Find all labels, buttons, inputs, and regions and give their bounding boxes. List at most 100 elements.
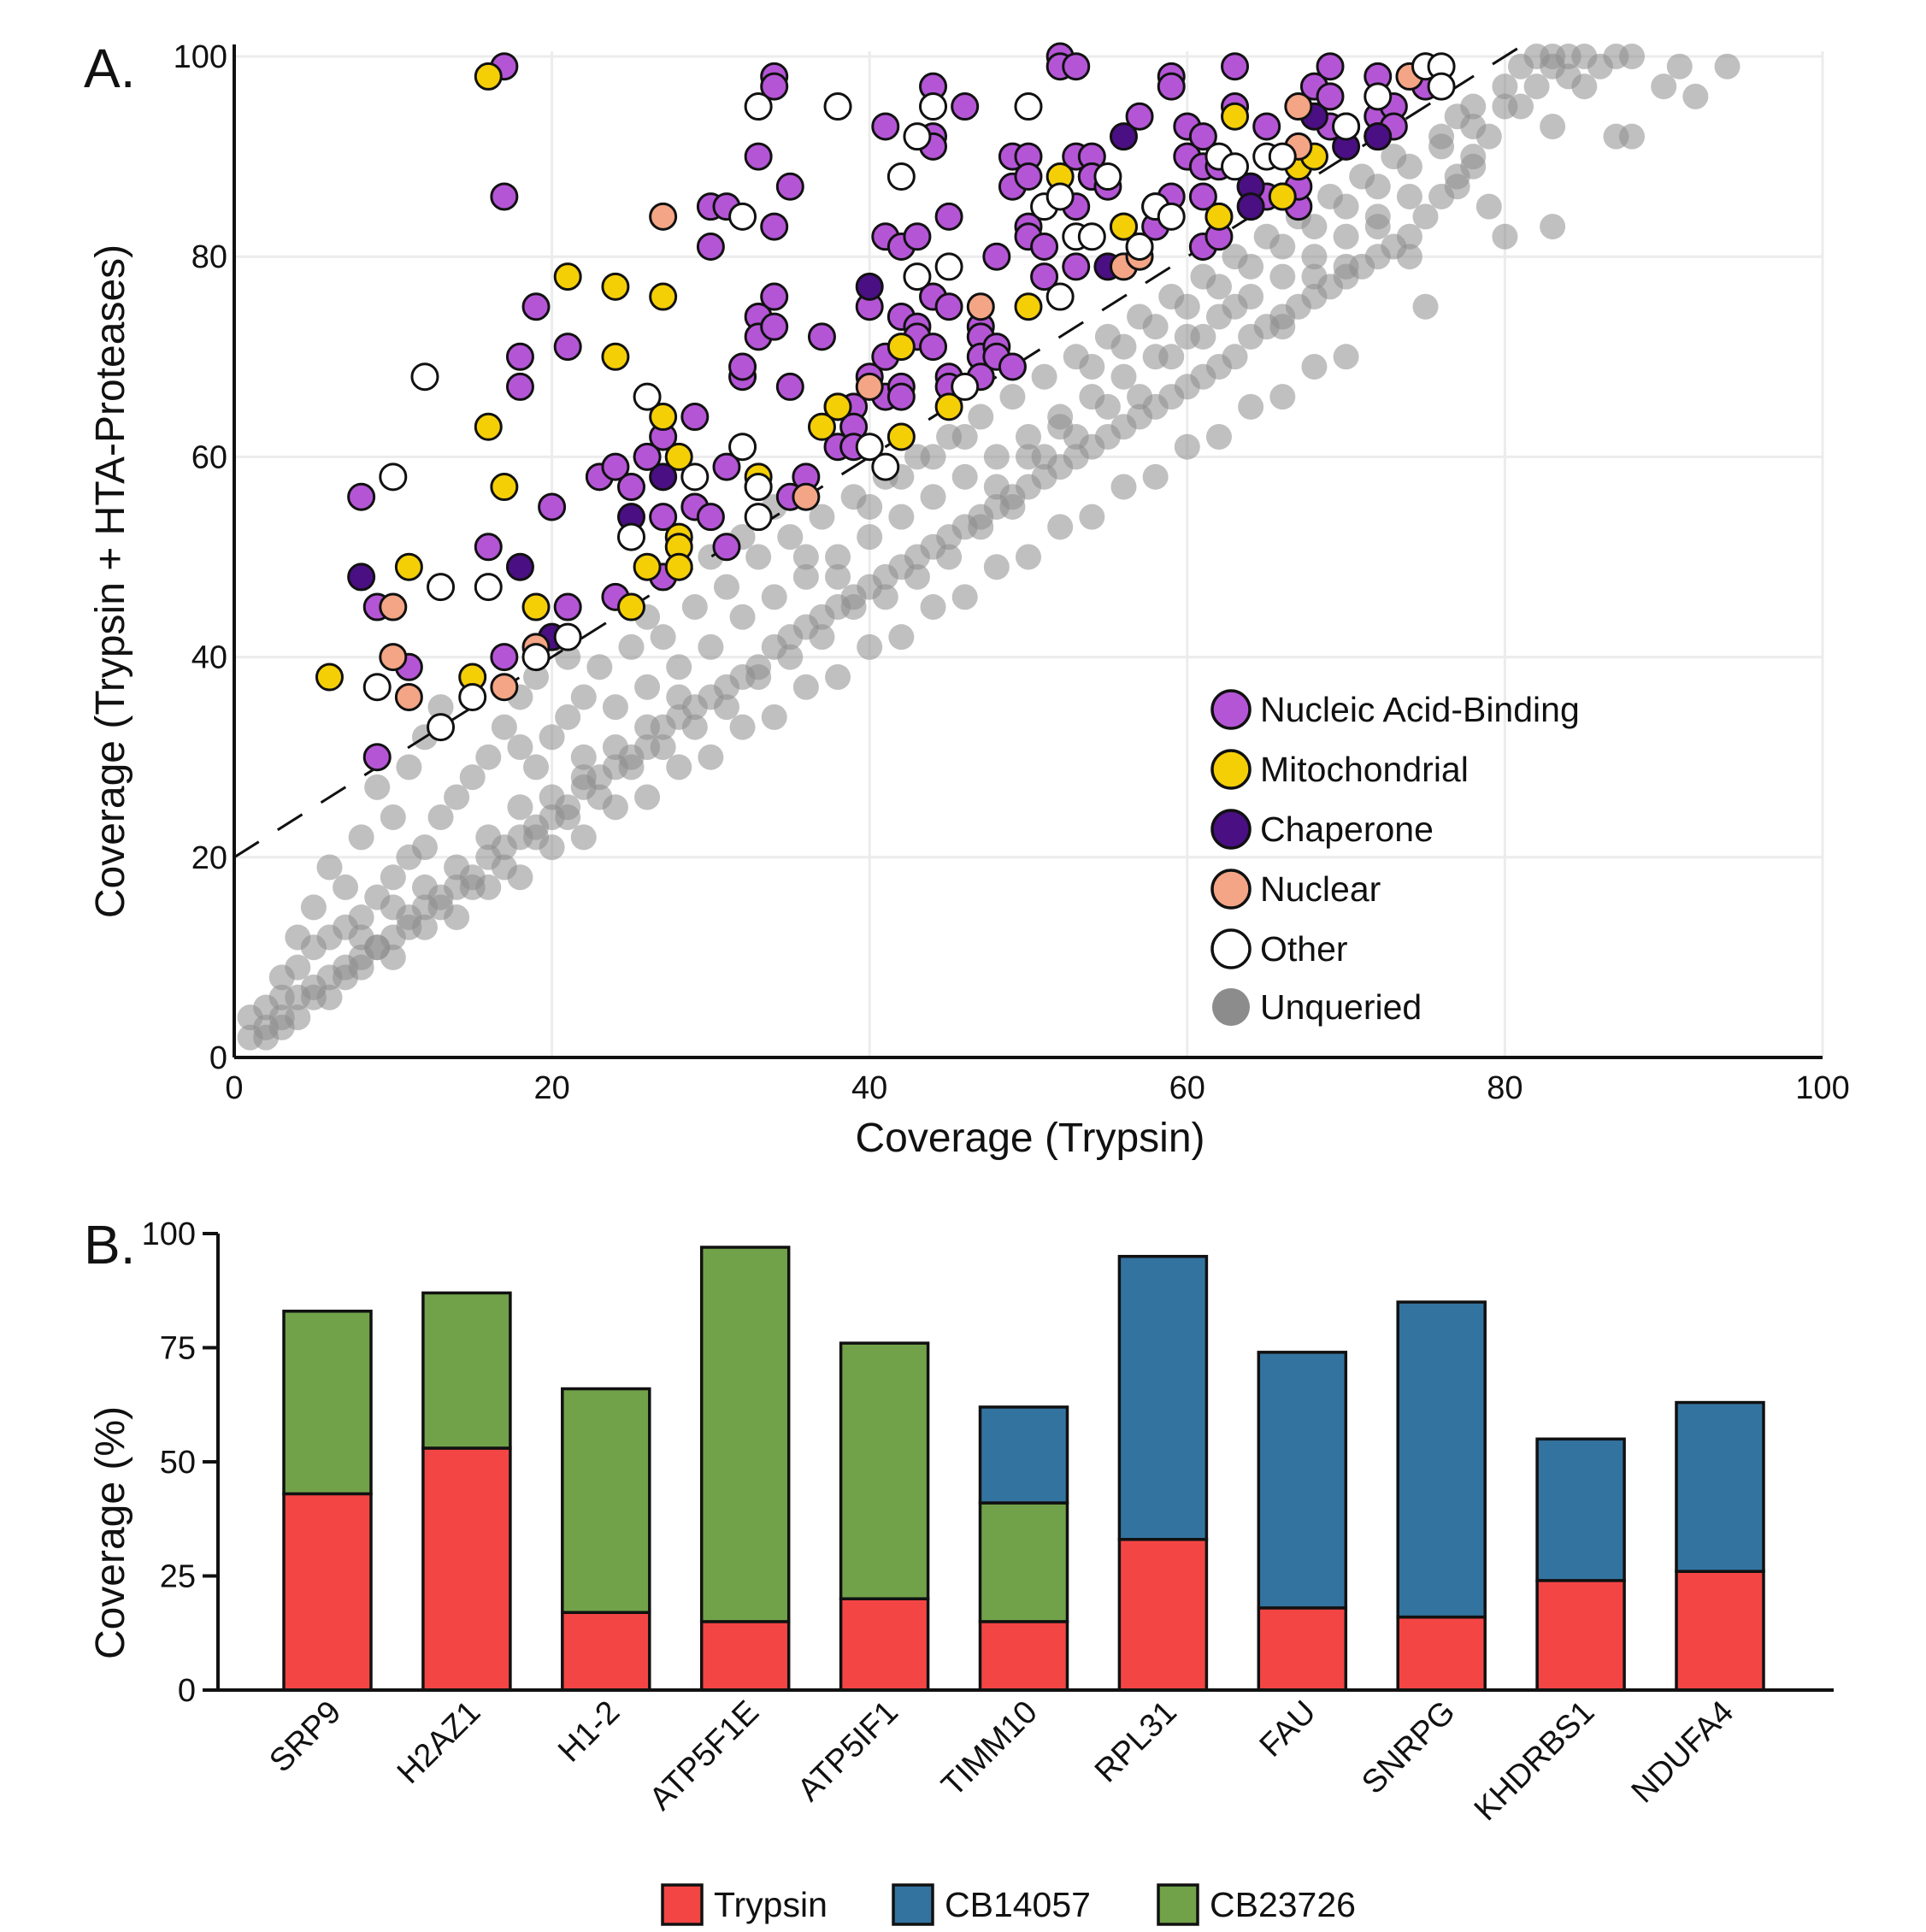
data-point-unqueried [1238,253,1264,280]
data-point-other [823,92,852,121]
data-point-unqueried [1047,414,1074,440]
data-point-unqueried [713,574,739,600]
bar-y-tick-label: 100 [142,1216,196,1252]
data-point-unqueried [857,633,883,660]
data-point-unqueried [1364,174,1391,200]
bar-segment-cb14057-ndufa4 [1675,1400,1765,1573]
data-point-nuclear [966,292,995,321]
bar-segment-trypsin-fau [1257,1606,1348,1692]
data-point-nucleic-acid-binding [951,92,980,121]
unqueried-points [237,44,1740,1051]
bar-segment-cb14057-rpl31 [1117,1254,1209,1541]
data-point-unqueried [380,864,406,891]
data-point-other [903,122,932,151]
data-point-mitochondrial [886,422,916,451]
scatter-x-tick-label: 60 [1169,1070,1205,1106]
data-point-mitochondrial [664,552,693,581]
data-point-unqueried [1682,83,1709,109]
legend-marker-nuclear [1210,869,1252,910]
bar-segment-cb23726-srp9 [282,1310,373,1496]
data-point-nucleic-acid-binding [1062,252,1091,281]
data-point-unqueried [1492,74,1518,100]
data-point-other [410,362,439,392]
data-point-unqueried [1127,384,1153,410]
data-point-unqueried [666,754,692,780]
data-point-mitochondrial [1109,212,1138,241]
data-point-unqueried [777,644,804,670]
data-point-nucleic-acid-binding [505,342,534,371]
data-point-unqueried [936,544,963,570]
category-label-fau: FAU [1253,1694,1323,1764]
data-point-nucleic-acid-binding [553,333,582,362]
data-point-unqueried [1412,293,1439,320]
data-point-nuclear [490,673,519,702]
category-label-atp5if1: ATP5IF1 [791,1694,905,1809]
data-point-unqueried [555,804,581,830]
legend-label-nucleic-acid-binding: Nucleic Acid-Binding [1260,690,1580,729]
data-point-unqueried [1333,253,1359,280]
data-point-unqueried [1269,384,1296,410]
data-point-nucleic-acid-binding [490,643,519,672]
data-point-mitochondrial [553,262,582,292]
data-point-mitochondrial [474,62,503,91]
data-point-mitochondrial [474,412,503,441]
data-point-unqueried [1412,203,1439,230]
data-point-nucleic-acid-binding [871,112,900,141]
data-point-unqueried [983,444,1010,470]
data-point-unqueried [666,654,692,680]
data-point-chaperone [649,462,678,492]
data-point-unqueried [1016,544,1041,570]
data-point-other [1045,282,1075,311]
data-point-unqueried [507,864,533,891]
data-point-unqueried [857,524,883,551]
data-point-unqueried [1571,74,1598,100]
data-point-unqueried [1301,263,1328,290]
data-point-nucleic-acid-binding [775,172,804,201]
data-point-nucleic-acid-binding [347,482,376,511]
data-point-unqueried [364,774,391,800]
data-point-unqueried [411,914,438,940]
data-point-unqueried [729,714,756,740]
data-point-nucleic-acid-binding [696,503,725,532]
bar-panel: B. SRP9 H2AZ1 H1-2 ATP5F1E ATP5IF1 TIMM10 RPL3… [84,1214,1834,1926]
data-point-unqueried [872,584,898,610]
data-point-unqueried [920,444,946,470]
data-point-unqueried [1492,223,1518,250]
data-point-nucleic-acid-binding [1030,232,1059,261]
data-point-unqueried [1174,433,1200,460]
data-point-nuclear [379,643,408,672]
bar-segment-trypsin-snrpg [1396,1615,1487,1692]
data-point-unqueried [1492,93,1518,120]
category-label-rpl31: RPL31 [1088,1694,1184,1790]
data-point-unqueried [968,514,994,540]
scatter-y-tick-label: 100 [174,39,227,75]
bar-segment-trypsin-ndufa4 [1675,1570,1765,1692]
data-point-nucleic-acid-binding [1188,182,1217,211]
data-point-unqueried [951,423,978,450]
data-point-mitochondrial [1014,292,1043,321]
data-point-unqueried [1364,214,1391,240]
data-point-nuclear [855,372,884,401]
data-point-unqueried [1301,354,1328,380]
scatter-legend: Nucleic Acid-Binding Mitochondrial Chapero… [1210,689,1580,1027]
data-point-unqueried [586,654,613,680]
data-point-unqueried [1079,504,1105,530]
data-point-unqueried [1540,113,1566,139]
data-point-unqueried [1396,153,1422,180]
scatter-x-tick-label: 40 [851,1070,887,1106]
data-point-other [1077,222,1106,251]
data-point-nucleic-acid-binding [1157,72,1186,101]
data-point-nucleic-acid-binding [633,442,662,471]
data-point-unqueried [983,474,1010,500]
data-point-other [886,162,916,191]
data-point-unqueried [999,493,1026,520]
data-point-unqueried [825,664,851,691]
data-point-unqueried [570,764,597,791]
scatter-x-tick-label: 100 [1795,1070,1849,1106]
data-point-unqueried [1094,393,1121,420]
data-point-unqueried [348,824,374,851]
data-point-unqueried [809,624,835,651]
data-point-unqueried [1269,263,1296,290]
data-point-unqueried [1190,323,1216,350]
data-point-other [427,573,456,602]
